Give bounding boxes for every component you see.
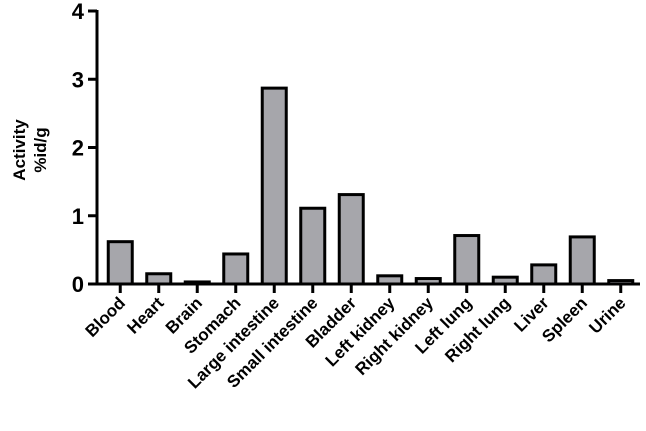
y-tick-label: 0	[72, 272, 84, 297]
bar	[106, 240, 134, 286]
bar	[145, 272, 173, 286]
y-axis-title: Activity %id/g	[10, 119, 50, 181]
y-axis-ticks: 0 1 2 3 4	[72, 0, 97, 297]
y-axis-title-line2: %id/g	[31, 127, 50, 172]
y-tick-label: 4	[72, 0, 85, 24]
bar	[260, 86, 288, 286]
axes	[95, 10, 640, 286]
y-tick-label: 3	[72, 67, 84, 92]
y-tick-label: 1	[72, 204, 84, 229]
bar	[453, 234, 481, 286]
x-tick-label: Heart	[123, 293, 167, 337]
bar	[568, 235, 596, 286]
bars	[106, 86, 635, 286]
y-tick-label: 2	[72, 136, 84, 161]
x-tick-label: Blood	[82, 293, 129, 340]
x-tick-label: Urine	[585, 293, 629, 337]
bar	[222, 252, 250, 286]
bar	[530, 263, 558, 286]
y-axis-title-line1: Activity	[10, 119, 29, 181]
bar	[337, 193, 365, 286]
bar	[299, 206, 327, 286]
